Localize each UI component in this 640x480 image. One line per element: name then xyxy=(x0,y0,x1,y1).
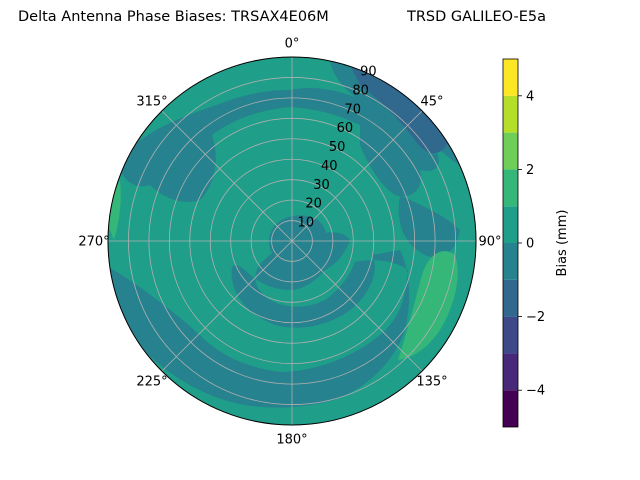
contour-band-neg1-to-0-east-lobe xyxy=(360,125,421,197)
angular-tick-label: 45° xyxy=(420,94,443,109)
radial-tick-label: 90 xyxy=(360,65,377,80)
angular-gridline-135 xyxy=(291,240,423,372)
angular-tick-label: 225° xyxy=(136,375,167,390)
radial-tick-labels: 10 20 30 40 50 60 70 80 90 xyxy=(298,65,377,231)
angular-tick-label: 180° xyxy=(276,433,307,448)
colorbar-segment xyxy=(503,353,518,391)
colorbar-tick-label: 0 xyxy=(526,237,534,252)
radial-tick-label: 80 xyxy=(352,83,369,98)
colorbar-segment xyxy=(503,243,518,280)
angular-tick-label: 270° xyxy=(78,235,109,250)
angular-tick-labels: 0° 45° 90° 135° 180° 225° 270° 315° xyxy=(78,37,501,448)
radial-tick-label: 50 xyxy=(329,140,346,155)
colorbar-segment xyxy=(503,390,518,427)
colorbar-segment xyxy=(503,59,518,96)
angular-gridline-315 xyxy=(161,110,293,242)
colorbar-segment xyxy=(503,206,518,243)
contour-band-neg1-to-0-west-lobe xyxy=(150,135,216,202)
colorbar-segment xyxy=(503,95,518,133)
colorbar: −4 −2 0 2 4 Bias (mm) xyxy=(502,58,570,428)
colorbar-segment xyxy=(503,279,518,317)
radial-tick-label: 40 xyxy=(321,159,338,174)
colorbar-tick-label: −2 xyxy=(526,310,545,325)
chart-title: Delta Antenna Phase Biases: TRSAX4E06M xyxy=(18,9,329,25)
radial-tick-label: 60 xyxy=(337,121,354,136)
angular-tick-label: 90° xyxy=(478,235,501,250)
chart-subtitle: TRSD GALILEO-E5a xyxy=(407,9,546,25)
angular-tick-label: 135° xyxy=(416,375,447,390)
colorbar-segment xyxy=(503,169,518,207)
contour-band-neg1-to-0-southeast-patch xyxy=(398,195,460,258)
contour-band-1-to-2-southeast xyxy=(398,251,458,360)
angular-gridline-225 xyxy=(161,240,293,372)
colorbar-tick-label: 4 xyxy=(526,89,534,104)
radial-tick-label: 30 xyxy=(313,178,330,193)
radial-tick-label: 70 xyxy=(344,102,361,117)
contour-band-neg1-to-0-north-ring xyxy=(118,88,439,187)
angular-tick-label: 0° xyxy=(285,37,300,52)
contour-band-neg2-to-neg1-northeast xyxy=(350,65,450,154)
contour-band-neg1-to-0-south-sector xyxy=(110,230,410,408)
polar-grid xyxy=(107,56,477,426)
contour-band-1-to-2-west-edge xyxy=(108,180,121,240)
colorbar-tick-label: −4 xyxy=(526,384,545,399)
angular-gridline-45 xyxy=(291,110,423,242)
radial-tick-label: 20 xyxy=(305,197,322,212)
polar-frame xyxy=(107,56,477,426)
angular-tick-label: 315° xyxy=(136,94,167,109)
colorbar-tick-label: 2 xyxy=(526,163,534,178)
radial-tick-label: 10 xyxy=(298,216,315,231)
colorbar-label: Bias (mm) xyxy=(555,210,570,277)
colorbar-segment xyxy=(503,132,518,170)
colorbar-segment xyxy=(503,316,518,354)
